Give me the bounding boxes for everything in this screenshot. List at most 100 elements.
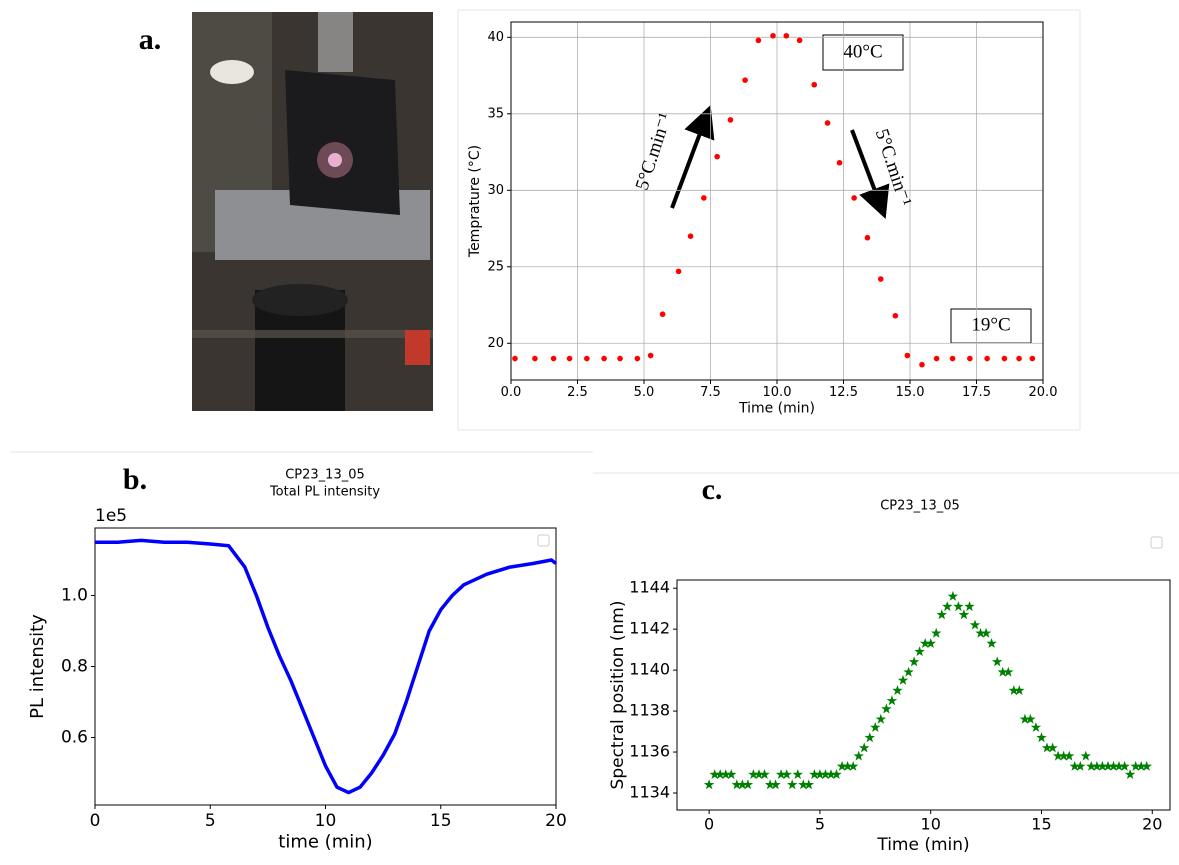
point xyxy=(617,355,623,362)
panel-label: b. xyxy=(123,463,147,496)
point xyxy=(811,81,818,88)
annotation: 5°C.min⁻¹ xyxy=(632,110,677,193)
point xyxy=(825,769,837,779)
point xyxy=(831,769,842,779)
point xyxy=(803,779,815,790)
point xyxy=(864,732,875,743)
x-tick-label: 10 xyxy=(315,811,337,831)
chart-title: CP23_13_05 xyxy=(285,468,365,483)
point xyxy=(709,769,720,779)
x-tick-label: 20.0 xyxy=(1029,385,1058,400)
x-tick-label: 7.5 xyxy=(700,385,721,400)
x-tick-label: 10 xyxy=(921,815,941,834)
x-tick-label: 15 xyxy=(430,811,452,831)
y-tick-label: 20 xyxy=(487,336,504,351)
point xyxy=(1064,750,1075,761)
point xyxy=(936,609,947,620)
point xyxy=(792,769,803,779)
point xyxy=(787,779,798,790)
y-tick-label: 1140 xyxy=(629,660,670,679)
point xyxy=(820,769,831,779)
x-tick-label: 10.0 xyxy=(763,385,792,400)
point xyxy=(914,646,925,657)
legend-box xyxy=(1150,536,1163,549)
point xyxy=(1003,666,1014,677)
point xyxy=(897,674,909,685)
point xyxy=(1080,750,1091,761)
x-tick-label: 5.0 xyxy=(634,385,655,400)
x-tick-label: 12.5 xyxy=(829,385,858,400)
point xyxy=(877,276,884,282)
point xyxy=(1086,760,1097,771)
y-tick-label: 25 xyxy=(487,259,504,274)
x-axis-label: time (min) xyxy=(278,831,372,852)
point xyxy=(731,779,743,790)
point xyxy=(870,722,881,732)
y-tick-label: 1142 xyxy=(629,619,670,638)
point xyxy=(1091,760,1103,771)
point xyxy=(809,769,820,779)
y-tick-label: 35 xyxy=(487,106,504,121)
point xyxy=(781,769,792,779)
y-axis-label: Spectral position (nm) xyxy=(608,601,628,790)
annotation-box xyxy=(950,308,1032,344)
point xyxy=(925,638,936,648)
annotation-box xyxy=(822,34,904,71)
panel-label: c. xyxy=(702,473,723,506)
point xyxy=(550,355,557,362)
x-tick-label: 0 xyxy=(90,811,101,831)
plot-frame xyxy=(510,21,1044,381)
y-tick-label: 0.6 xyxy=(61,728,88,748)
point xyxy=(980,627,992,638)
point xyxy=(919,638,931,648)
point xyxy=(991,656,1003,667)
point xyxy=(798,779,809,790)
point xyxy=(958,609,970,620)
point xyxy=(687,233,694,239)
line xyxy=(95,538,558,795)
point xyxy=(1016,355,1022,362)
y-tick-label: 0.8 xyxy=(61,657,88,677)
point xyxy=(1008,685,1019,695)
point xyxy=(675,268,682,275)
point xyxy=(892,685,903,695)
point xyxy=(949,355,956,362)
point xyxy=(1025,713,1036,724)
point xyxy=(1108,760,1119,771)
point xyxy=(759,769,770,779)
x-tick-label: 0.0 xyxy=(501,385,522,400)
x-axis-label: Time (min) xyxy=(876,835,969,855)
point xyxy=(942,601,953,612)
legend-box xyxy=(537,534,550,547)
point xyxy=(908,656,920,667)
point xyxy=(859,742,870,753)
point xyxy=(853,750,864,761)
point xyxy=(720,769,731,779)
point xyxy=(1041,742,1053,753)
point xyxy=(933,355,940,362)
plot-frame xyxy=(94,527,557,806)
photo xyxy=(192,12,433,411)
y-tick-label: 1136 xyxy=(629,742,670,761)
point xyxy=(903,666,914,677)
point xyxy=(1030,722,1042,732)
point xyxy=(715,769,726,779)
point xyxy=(512,355,518,362)
point xyxy=(755,37,762,44)
point xyxy=(1097,760,1108,771)
point xyxy=(634,355,641,362)
panel-frame xyxy=(457,9,1081,431)
y-axis-label: Temprature (°C) xyxy=(467,145,483,258)
point xyxy=(748,769,759,779)
point xyxy=(532,355,538,362)
x-tick-label: 17.5 xyxy=(962,385,991,400)
point xyxy=(964,601,975,612)
point xyxy=(1119,760,1130,771)
point xyxy=(1113,760,1125,771)
x-tick-label: 5 xyxy=(815,815,825,834)
point xyxy=(796,37,803,44)
point xyxy=(947,590,959,601)
point xyxy=(783,32,790,39)
y-tick-label: 1138 xyxy=(629,701,670,720)
plot-frame xyxy=(676,579,1171,811)
